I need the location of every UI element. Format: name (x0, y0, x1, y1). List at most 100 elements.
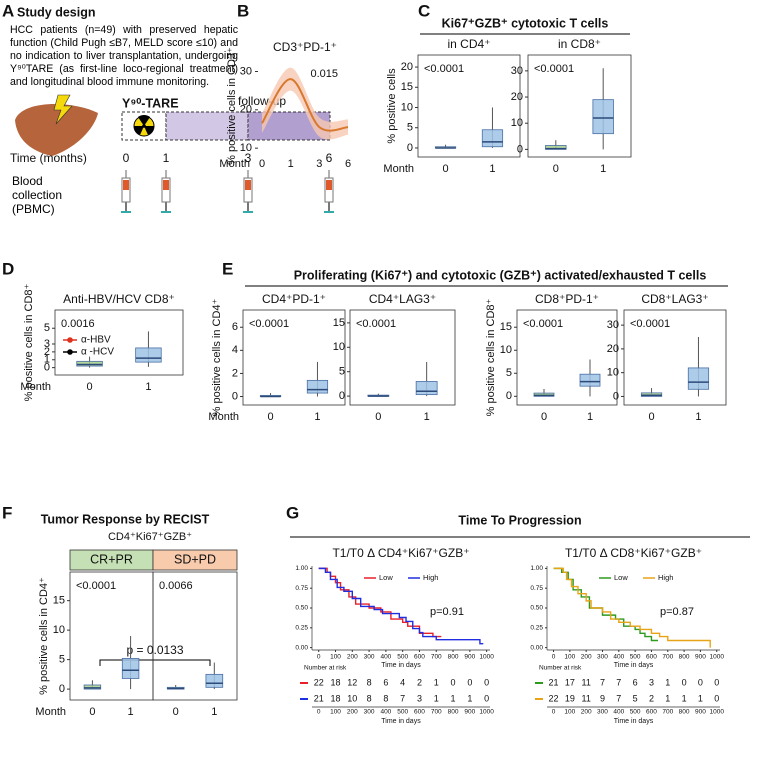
risk-count: 0 (714, 677, 719, 687)
x-tick-label: 1 (489, 163, 495, 175)
x-tick-label: 0 (259, 158, 265, 170)
risk-count: 2 (649, 693, 654, 703)
risk-count: 1 (698, 693, 703, 703)
x-axis-label: Month (219, 158, 250, 170)
legend-marker (67, 337, 73, 343)
sampling-label: Blood collection (PBMC) (12, 174, 63, 216)
risk-axis-label: 200 (581, 709, 592, 716)
chart-title: in CD4⁺ (447, 37, 490, 51)
y-tick-label: 15 (53, 595, 65, 607)
panel-frame (417, 54, 521, 158)
y-tick-label: 15 (500, 321, 512, 333)
y-tick-label: 0.25 (295, 625, 308, 632)
risk-count: 1 (467, 693, 472, 703)
risk-table-title: Number at risk (304, 665, 347, 672)
risk-count: 0 (714, 693, 719, 703)
y-tick-label: 15 (333, 317, 345, 329)
study-title: Study design (17, 5, 95, 19)
risk-count: 21 (549, 677, 559, 687)
risk-axis-label: 300 (364, 709, 375, 716)
y-tick-label: 30 (240, 65, 252, 77)
p-value: <0.0001 (76, 580, 116, 592)
risk-count: 1 (434, 677, 439, 687)
panel-label: D (2, 259, 14, 278)
y-tick-label: 5 (339, 366, 345, 378)
x-tick-label: 0 (375, 411, 381, 423)
liver-icon (15, 103, 98, 156)
box (481, 129, 504, 148)
y-tick-label: 0.00 (530, 644, 543, 651)
y-tick-label: 10 (53, 624, 65, 636)
x-axis-label: Month (208, 411, 239, 423)
risk-count: 18 (331, 693, 341, 703)
x-tick-label: 1000 (710, 654, 725, 661)
x-axis-label: Month (35, 706, 66, 718)
chart-title: CD8⁺PD-1⁺ (535, 292, 599, 306)
risk-count: 1 (451, 693, 456, 703)
y-tick-label: 0.75 (295, 585, 308, 592)
y-tick-label: 30 (607, 319, 619, 331)
syringe-blood (123, 180, 129, 190)
y-tick-label: 15 (401, 81, 413, 93)
x-axis-label: Time in days (381, 662, 421, 669)
risk-count: 10 (347, 693, 357, 703)
facet-title: SD+PD (174, 552, 216, 566)
risk-count: 0 (682, 677, 687, 687)
y-tick-label: 10 (607, 367, 619, 379)
risk-count: 12 (347, 677, 357, 687)
y-tick-label: 1.00 (530, 565, 543, 572)
panel-frame (527, 54, 632, 158)
panel-frame (623, 309, 727, 406)
x-tick-label: 0 (442, 163, 448, 175)
syringe-blood (163, 180, 169, 190)
p-value: <0.0001 (630, 318, 670, 330)
x-tick-label: 300 (597, 654, 608, 661)
x-tick-label: 900 (695, 654, 706, 661)
facet-title: CR+PR (90, 552, 133, 566)
risk-count: 1 (682, 693, 687, 703)
y-tick-label: 0.50 (295, 605, 308, 612)
risk-count: 8 (367, 693, 372, 703)
chart-title: CD3⁺PD-1⁺ (273, 40, 337, 54)
x-tick-label: 0 (267, 411, 273, 423)
syringe-blood (245, 180, 251, 190)
risk-axis-label: 700 (431, 709, 442, 716)
risk-count: 8 (383, 693, 388, 703)
risk-count: 0 (484, 693, 489, 703)
time-label: 3 (245, 151, 252, 165)
box (579, 373, 601, 387)
risk-count: 7 (616, 677, 621, 687)
x-tick-label: 1 (424, 411, 430, 423)
legend-label: α -HCV (81, 347, 114, 358)
time-label: 1 (163, 151, 170, 165)
x-tick-label: 6 (345, 158, 351, 170)
y-tick-label: 0.25 (530, 625, 543, 632)
x-tick-label: 1 (587, 411, 593, 423)
y-tick-label: 10 (333, 341, 345, 353)
risk-count: 7 (400, 693, 405, 703)
y-tick-label: 5 (506, 367, 512, 379)
y-tick-label: 0 (517, 143, 523, 155)
x-tick-label: 200 (581, 654, 592, 661)
p-value: <0.0001 (534, 63, 574, 75)
y-tick-label: 0.75 (530, 585, 543, 592)
p-value: <0.0001 (249, 318, 289, 330)
panel-label: F (2, 503, 12, 522)
x-tick-label: 0 (541, 411, 547, 423)
y-tick-label: 0 (407, 142, 413, 154)
x-tick-label: 0 (86, 381, 92, 393)
x-tick-label: 100 (564, 654, 575, 661)
y-tick-label: 5 (407, 122, 413, 134)
y-tick-label: 1 (44, 354, 50, 366)
x-tick-label: 400 (613, 654, 624, 661)
y-tick-label: 10 (511, 117, 523, 129)
risk-count: 5 (633, 693, 638, 703)
panel-label: B (237, 1, 249, 20)
x-axis-label: Time in days (614, 662, 654, 669)
chart-title: CD4⁺PD-1⁺ (262, 292, 326, 306)
risk-axis-label: 400 (613, 709, 624, 716)
chart-title: in CD8⁺ (558, 37, 601, 51)
panel-frame (152, 571, 238, 701)
y-tick-label: 2 (44, 346, 50, 358)
risk-count: 3 (649, 677, 654, 687)
